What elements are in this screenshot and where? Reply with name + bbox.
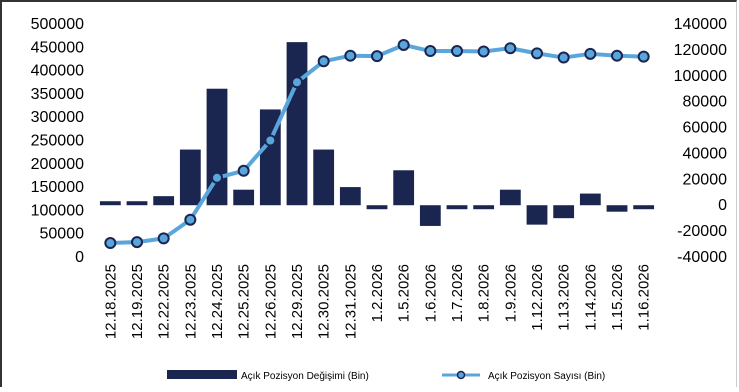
bars-layer [99,42,655,226]
right-tick-label: 100000 [674,68,727,85]
left-tick-label: 450000 [31,39,84,56]
left-tick-label: 50000 [40,226,85,243]
bar-1.6.2026 [419,205,441,226]
line-point-1.14.2026 [584,47,597,60]
x-tick-label: 1.2.2026 [369,264,386,322]
bar-1.9.2026 [499,189,521,206]
line-point-1.2.2026 [371,50,383,63]
x-tick-label: 1.9.2026 [502,264,519,322]
x-tick-label: 1.14.2026 [582,264,599,331]
line-point-12.31.2025 [344,49,357,62]
line-point-1.12.2026 [531,47,543,60]
bar-1.14.2026 [579,193,601,206]
bar-12.31.2025 [339,187,361,206]
line-point-1.13.2026 [557,51,570,64]
right-tick-label: 20000 [683,171,728,188]
line-point-12.30.2025 [317,55,330,68]
right-tick-label: -20000 [677,223,727,240]
left-tick-label: 0 [75,249,84,266]
x-tick-label: 1.7.2026 [449,264,466,322]
x-tick-label: 12.18.2025 [102,264,119,339]
left-axis: 5000004500004000003500003000002500002000… [31,16,84,266]
line-point-1.7.2026 [451,45,463,58]
left-tick-label: 150000 [31,179,84,196]
legend: Açık Pozisyon Değişimi (Bin) Açık Pozisy… [167,370,605,382]
x-tick-label: 12.22.2025 [156,264,173,339]
right-tick-label: 120000 [674,42,727,59]
combo-chart: 5000004500004000003500003000002500002000… [31,16,727,382]
bar-12.23.2025 [179,149,201,206]
legend-line-marker [456,370,466,380]
x-tick-label: 1.15.2026 [609,264,626,331]
line-point-12.22.2025 [157,232,170,245]
x-tick-label: 1.5.2026 [396,264,413,322]
bar-12.29.2025 [286,42,308,206]
bar-12.25.2025 [233,189,255,206]
x-axis: 12.18.2025 12.19.2025 12.22.2025 12.23.2025… [102,264,652,339]
bar-1.16.2026 [633,205,655,210]
line-point-12.24.2025 [211,171,223,184]
line-point-12.25.2025 [237,164,250,177]
left-tick-label: 400000 [31,63,84,80]
x-tick-label: 12.30.2025 [316,264,333,339]
bar-1.13.2026 [553,205,575,219]
bar-1.15.2026 [606,205,628,212]
line-point-1.5.2026 [397,38,410,51]
line-point-12.23.2025 [184,213,197,226]
right-tick-label: 0 [718,197,727,214]
line-point-12.18.2025 [104,237,117,250]
legend-line-label: Açık Pozisyon Sayısı (Bin) [488,371,605,382]
line-point-12.29.2025 [291,76,303,89]
line-point-1.9.2026 [504,42,517,55]
x-tick-label: 1.13.2026 [556,264,573,331]
bar-1.5.2026 [393,170,415,206]
left-tick-label: 200000 [31,156,84,173]
x-tick-label: 12.31.2025 [342,264,359,339]
right-axis: 140000 120000 100000 80000 60000 40000 20000 0 -… [674,16,727,266]
x-tick-label: 12.24.2025 [209,264,226,339]
left-tick-label: 250000 [31,133,84,150]
line-point-1.16.2026 [637,50,650,63]
x-tick-label: 1.8.2026 [476,264,493,322]
line-point-1.8.2026 [477,45,490,58]
bar-12.22.2025 [153,196,175,206]
right-tick-label: 80000 [683,94,728,111]
x-tick-label: 1.12.2026 [529,264,546,331]
x-tick-label: 1.6.2026 [422,264,439,322]
line-layer [104,38,650,250]
x-tick-label: 1.16.2026 [636,264,653,331]
x-tick-label: 12.25.2025 [236,264,253,339]
left-tick-label: 300000 [31,109,84,126]
line-point-12.26.2025 [264,134,277,147]
bar-12.19.2025 [126,201,148,206]
x-tick-label: 12.29.2025 [289,264,306,339]
bar-12.30.2025 [313,149,335,206]
x-tick-label: 12.19.2025 [129,264,146,339]
legend-bar-label: Açık Pozisyon Değişimi (Bin) [241,371,369,382]
bar-1.8.2026 [473,205,495,210]
line-point-1.15.2026 [611,49,623,62]
x-tick-label: 12.26.2025 [262,264,279,339]
bar-1.7.2026 [446,205,468,210]
bar-1.2.2026 [366,205,388,210]
line-point-1.6.2026 [424,45,437,58]
left-tick-label: 500000 [31,16,84,33]
legend-bar-swatch [167,370,237,379]
line-point-12.19.2025 [131,236,143,249]
right-tick-label: 60000 [683,120,728,137]
bar-1.12.2026 [526,205,548,225]
left-tick-label: 100000 [31,202,84,219]
right-tick-label: 140000 [674,16,727,33]
left-tick-label: 350000 [31,86,84,103]
right-tick-label: 40000 [683,145,728,162]
bar-12.18.2025 [99,201,121,206]
x-tick-label: 12.23.2025 [182,264,199,339]
right-tick-label: -40000 [677,249,727,266]
